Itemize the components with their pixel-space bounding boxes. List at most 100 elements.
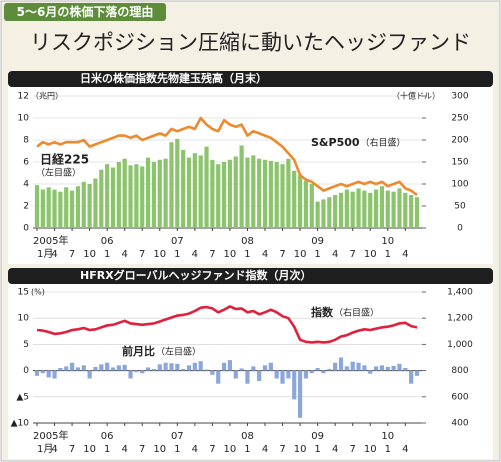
bar <box>58 367 63 371</box>
bar <box>403 192 408 228</box>
x-tick-label: 1 <box>385 249 391 260</box>
y-tick-label: 10 <box>18 114 30 124</box>
x-tick-label: 10 <box>83 249 96 260</box>
y2-tick-label: 0 <box>457 224 463 234</box>
x-tick-label: 1月 <box>37 248 53 260</box>
series-name: 指数 <box>311 305 334 319</box>
bar <box>227 159 233 228</box>
bar <box>368 192 373 228</box>
y2-tick-label: 600 <box>451 392 468 402</box>
bar <box>122 364 127 371</box>
y2-tick-label: 1,000 <box>447 340 473 350</box>
bar <box>87 370 92 379</box>
x-tick-label: 4 <box>51 249 57 260</box>
bar <box>151 162 157 228</box>
x-tick-label: 7 <box>69 249 75 260</box>
x-tick-label: 10 <box>224 444 237 455</box>
bar <box>87 184 92 228</box>
bar <box>327 369 332 371</box>
x-tick-label: 10 <box>364 444 377 455</box>
x-tick-label: 4 <box>192 444 198 455</box>
bar <box>64 366 69 371</box>
x-tick-label: 10 <box>364 249 377 260</box>
bar <box>210 370 215 375</box>
bar <box>274 162 279 228</box>
x-tick-label: 10 <box>294 444 307 455</box>
bar <box>40 370 45 374</box>
year-label: 10 <box>381 431 394 442</box>
bar <box>181 369 186 371</box>
bar <box>52 189 57 228</box>
bar <box>251 155 256 228</box>
x-tick-label: 7 <box>69 444 75 455</box>
bar <box>321 370 326 374</box>
bar <box>338 357 344 371</box>
bar <box>274 370 279 379</box>
y-tick-label: 2 <box>23 202 29 212</box>
y2-tick-label: 400 <box>451 419 468 429</box>
bar <box>409 370 414 384</box>
bar <box>163 158 168 228</box>
bar <box>414 370 420 376</box>
bar <box>309 184 314 228</box>
bar <box>204 146 209 228</box>
bar <box>403 367 408 371</box>
bar <box>379 186 385 228</box>
y-tick-label: 4 <box>23 180 29 190</box>
bar <box>216 164 221 228</box>
bar <box>245 157 250 228</box>
panel <box>8 268 493 459</box>
y2-tick-label: 50 <box>454 202 466 212</box>
bar <box>356 362 361 371</box>
x-tick-label: 4 <box>122 249 128 260</box>
bar <box>297 370 303 418</box>
tag-box <box>4 3 166 21</box>
y-tick-label: 10 <box>18 314 30 324</box>
bar <box>145 157 151 228</box>
y-unit: (%) <box>31 288 45 297</box>
bar <box>344 366 349 371</box>
y2-tick-label: 1,200 <box>447 314 473 324</box>
bar <box>303 180 309 228</box>
bar <box>110 167 116 228</box>
x-tick-label: 4 <box>192 249 198 260</box>
bar <box>233 156 238 228</box>
bar <box>262 159 268 228</box>
bar <box>221 362 227 371</box>
bar <box>257 158 262 228</box>
bar <box>333 195 338 228</box>
bar <box>99 169 104 228</box>
x-tick-label: 7 <box>139 249 145 260</box>
bar <box>40 189 45 228</box>
year-label: 07 <box>171 236 184 247</box>
y-tick-label: ▲5 <box>16 392 29 402</box>
bar <box>163 362 168 371</box>
year-label: 09 <box>311 236 324 247</box>
x-tick-label: 1 <box>174 249 180 260</box>
bar <box>157 159 162 228</box>
bar <box>134 164 139 228</box>
bar <box>257 370 262 382</box>
bar <box>309 370 314 374</box>
bar <box>362 190 367 228</box>
bar <box>327 197 332 228</box>
x-tick-label: 10 <box>224 249 237 260</box>
x-tick-label: 10 <box>294 249 307 260</box>
x-tick-label: 1 <box>104 249 110 260</box>
x-tick-label: 7 <box>139 444 145 455</box>
bar <box>75 367 81 371</box>
bar <box>134 370 139 373</box>
bar <box>46 187 51 228</box>
bar <box>373 189 379 228</box>
bar <box>198 155 203 228</box>
bar <box>169 363 174 371</box>
x-tick-label: 1 <box>104 444 110 455</box>
bar <box>34 185 40 228</box>
bar <box>315 367 320 371</box>
y-tick-label: 12 <box>18 92 29 102</box>
bar <box>110 367 116 371</box>
bar <box>286 158 291 228</box>
year-label: 08 <box>241 431 254 442</box>
y-tick-label: ▲10 <box>11 419 30 429</box>
